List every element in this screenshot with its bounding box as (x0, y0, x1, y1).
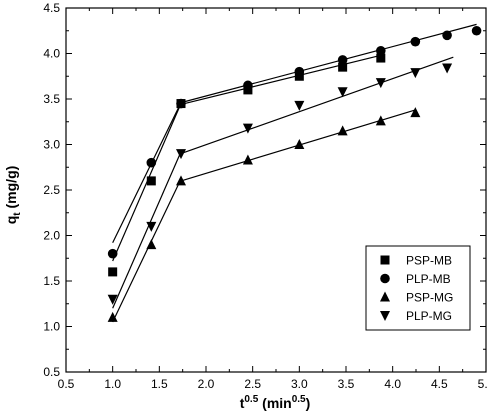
legend-label-psp-mb: PSP-MB (406, 254, 452, 268)
legend: PSP-MB PLP-MB PSP-MG PLP-MG (365, 245, 471, 331)
x-tick-label: 1.5 (151, 377, 168, 391)
ticks-group: 0.5 1.0 1.5 2.0 2.5 3.0 3.5 4.0 4.5 5.0 0.5 1.0 1.5 2… (43, 1, 487, 391)
point-plp-mg (294, 100, 305, 111)
point-plp-mb (176, 98, 186, 109)
point-plp-mg (442, 63, 453, 74)
point-psp-mb (338, 62, 348, 72)
legend-label-psp-mg: PSP-MG (406, 291, 453, 305)
legend-marker-plp-mb (380, 273, 390, 284)
point-plp-mg (175, 149, 186, 160)
fit-lines-group (112, 23, 477, 323)
y-tick-label: 1.0 (43, 320, 60, 334)
y-tick-label: 4.5 (43, 1, 60, 15)
fit-line-plp-mb (180, 23, 477, 104)
y-tick-label: 3.0 (43, 138, 60, 152)
point-psp-mb (146, 176, 156, 186)
point-psp-mb (376, 53, 386, 63)
y-tick-label: 1.5 (43, 274, 60, 288)
point-psp-mg (146, 239, 157, 250)
point-plp-mg (375, 78, 386, 89)
point-psp-mg (107, 311, 118, 322)
point-plp-mb (337, 55, 348, 65)
legend-marker-psp-mb (380, 255, 390, 265)
y-tick-label: 2.5 (43, 183, 60, 197)
point-psp-mg (337, 125, 348, 136)
point-psp-mg (410, 107, 421, 118)
point-plp-mb (410, 36, 421, 47)
legend-marker-psp-mg (380, 291, 390, 302)
point-psp-mg (294, 139, 305, 149)
x-tick-label: 4.0 (384, 377, 401, 391)
y-axis-title: qt (mg/g) (3, 166, 23, 225)
fit-line-psp-mb (180, 54, 381, 106)
legend-marker-plp-mg (380, 311, 390, 321)
point-plp-mg (107, 294, 118, 305)
x-tick-label: 3.5 (338, 377, 355, 391)
point-plp-mb (146, 157, 157, 168)
fit-line-plp-mg (112, 151, 182, 309)
point-plp-mg (410, 68, 421, 79)
point-psp-mg (175, 175, 186, 186)
point-psp-mg (242, 154, 253, 165)
point-plp-mb (107, 248, 118, 259)
point-plp-mb (243, 80, 253, 91)
point-plp-mg (337, 87, 348, 98)
legend-label-plp-mg: PLP-MG (406, 309, 452, 323)
y-tick-label: 3.5 (43, 92, 60, 106)
point-psp-mg (375, 115, 386, 126)
fit-line-plp-mg (180, 56, 454, 155)
y-tick-label: 0.5 (43, 365, 60, 379)
y-tick-label: 2.0 (43, 229, 60, 243)
x-tick-label: 1.0 (104, 377, 121, 391)
x-tick-label: 3.0 (291, 377, 308, 391)
point-psp-mb (108, 267, 118, 277)
x-tick-label: 2.0 (198, 377, 215, 391)
fit-line-plp-mb (112, 102, 182, 244)
x-tick-label: 2.5 (244, 377, 261, 391)
data-points-group (107, 25, 482, 322)
point-plp-mb (294, 66, 305, 77)
x-axis-title: t0.5 (min0.5) (240, 394, 311, 411)
x-tick-label: 5.0 (478, 377, 487, 391)
point-plp-mb (471, 25, 482, 36)
point-plp-mg (242, 123, 253, 134)
point-plp-mb (376, 45, 386, 56)
y-tick-label: 4.0 (43, 47, 60, 61)
point-plp-mg (146, 221, 157, 232)
x-tick-label: 4.5 (431, 377, 448, 391)
x-tick-label: 0.5 (58, 377, 75, 391)
fit-line-psp-mg (112, 178, 182, 323)
point-plp-mb (442, 30, 452, 41)
legend-label-plp-mb: PLP-MB (406, 272, 451, 286)
